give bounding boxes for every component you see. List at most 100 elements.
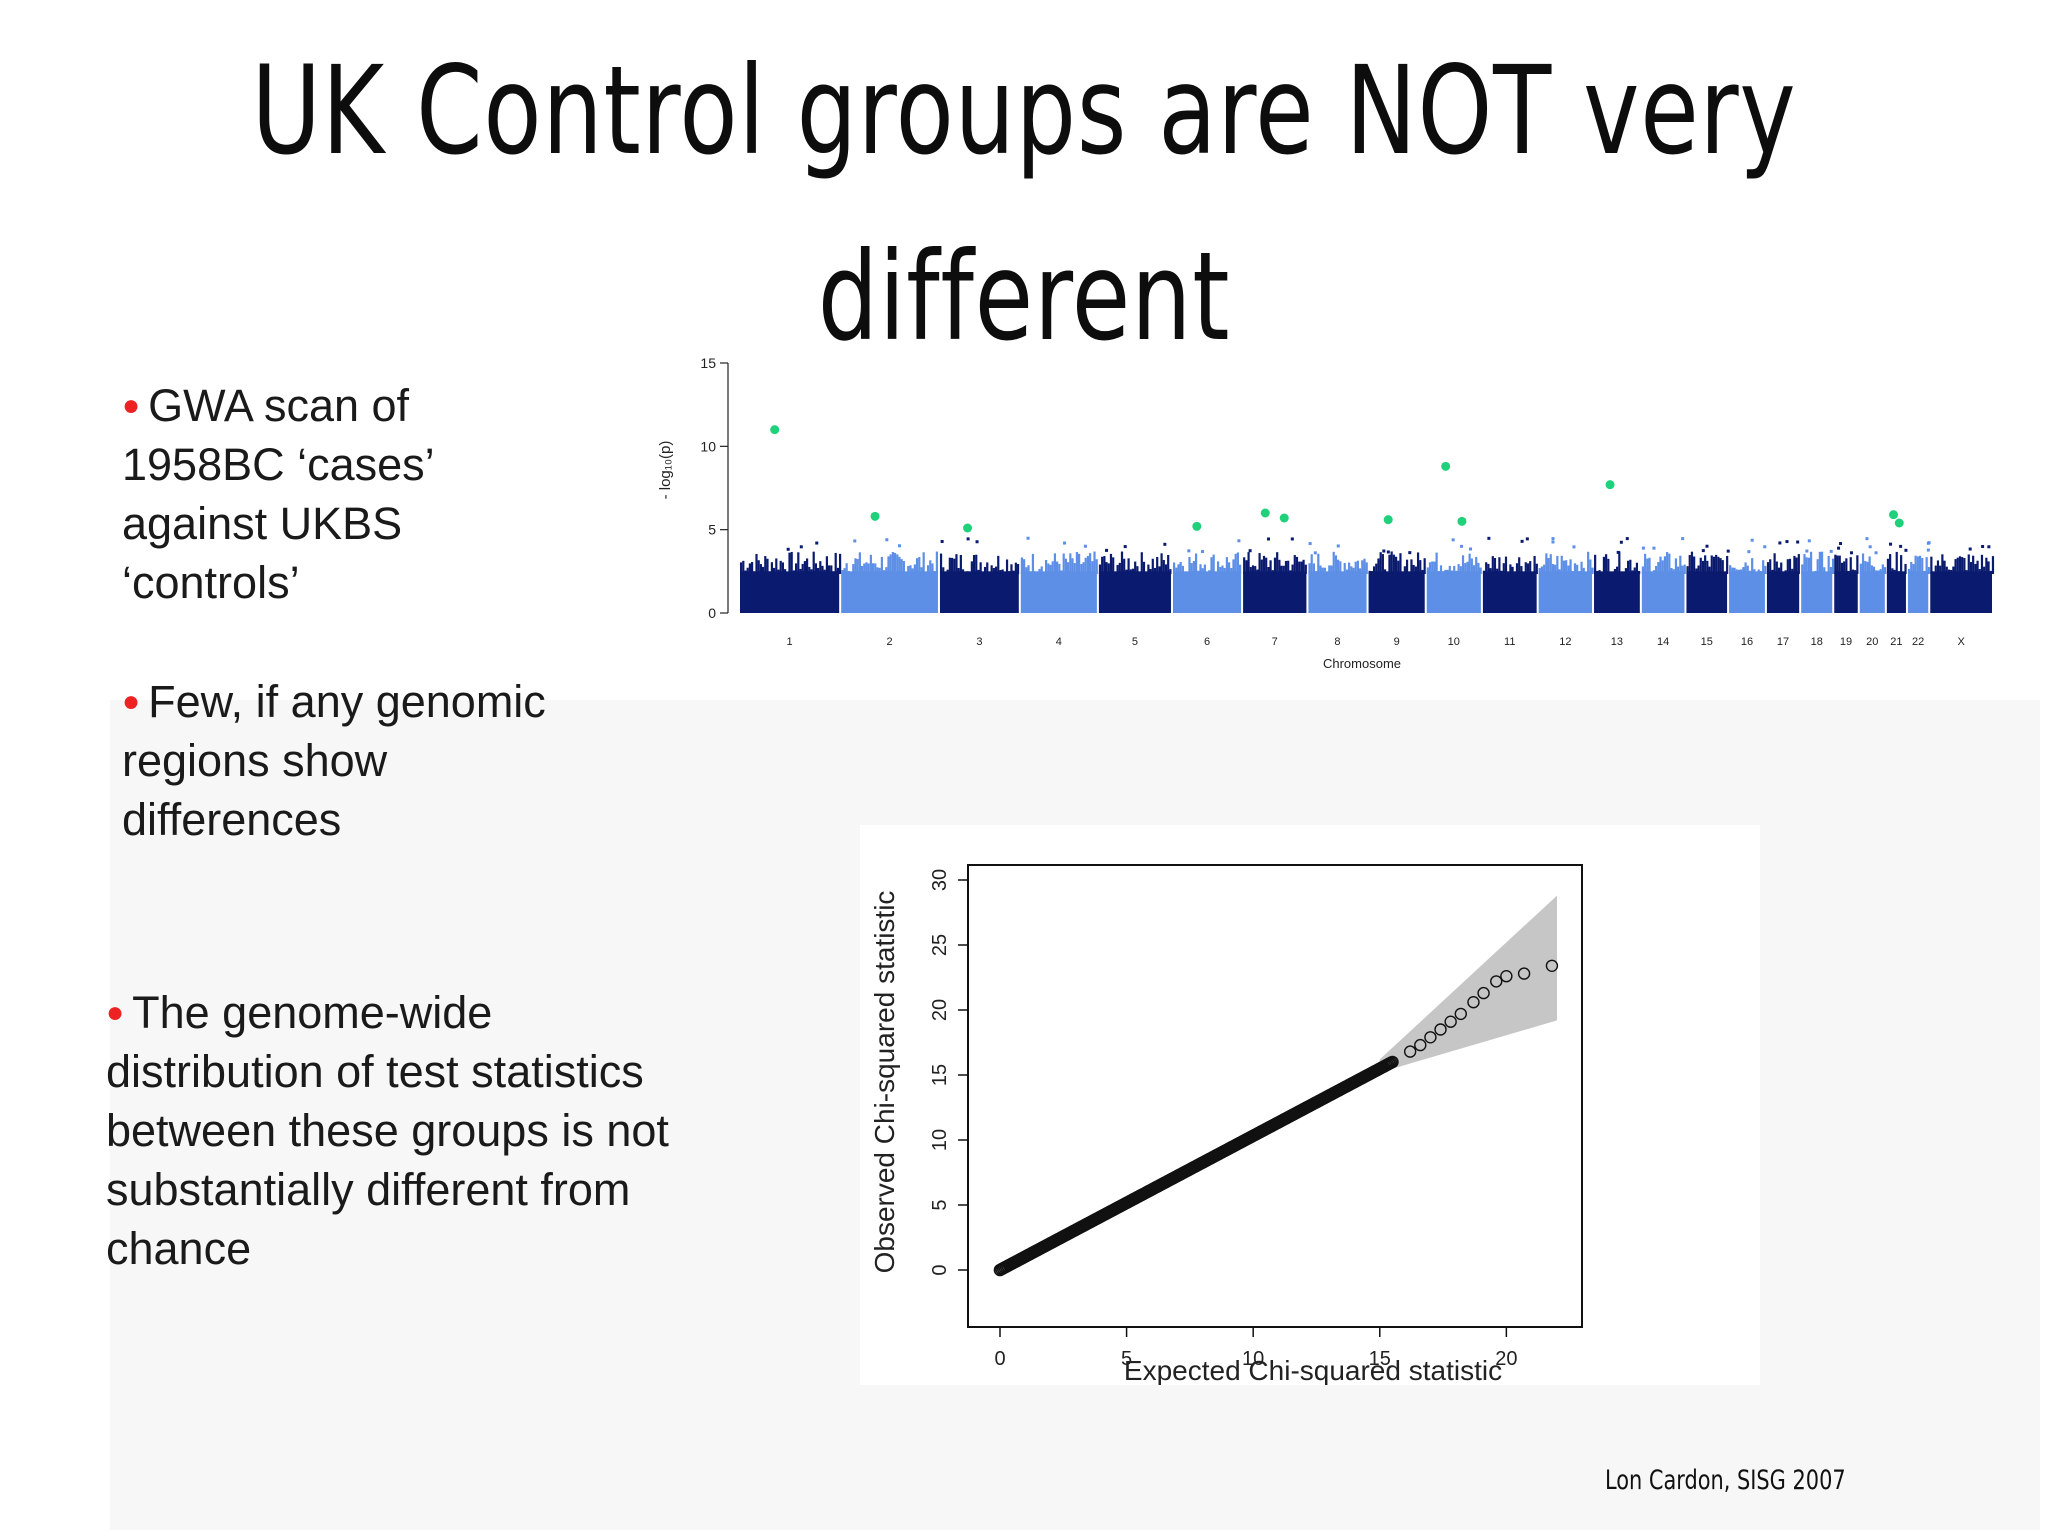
manhattan-spike (1788, 558, 1792, 574)
manhattan-spike (887, 556, 890, 574)
manhattan-spike (1655, 565, 1658, 574)
manhattan-spike (1605, 554, 1608, 574)
manhattan-spike (1504, 556, 1508, 574)
manhattan-spike (1845, 558, 1848, 574)
manhattan-chromosome-22 (1907, 541, 1931, 613)
manhattan-spike (821, 565, 824, 574)
manhattan-block (1098, 571, 1171, 613)
manhattan-spike (854, 558, 857, 574)
manhattan-spike (1868, 556, 1871, 574)
manhattan-spike (1633, 567, 1636, 574)
manhattan-spike (1289, 570, 1292, 574)
qq-point (1386, 1055, 1399, 1069)
manhattan-chromosome-label: 12 (1559, 636, 1571, 648)
manhattan-spike (1976, 560, 1979, 574)
manhattan-spike (834, 552, 837, 574)
manhattan-significant-point (1441, 461, 1451, 471)
manhattan-spike (1769, 559, 1772, 574)
manhattan-spike (1107, 563, 1110, 574)
manhattan-spike (1356, 560, 1360, 574)
manhattan-spike (1118, 562, 1121, 574)
manhattan-spike (1470, 558, 1473, 574)
manhattan-spike (1753, 569, 1756, 574)
manhattan-chromosome-18 (1801, 539, 1835, 613)
manhattan-spike (1762, 560, 1765, 574)
manhattan-spike (1969, 562, 1973, 574)
manhattan-spike (1895, 551, 1898, 574)
manhattan-spike (1827, 555, 1830, 574)
manhattan-spike (781, 562, 784, 574)
manhattan-block (1729, 571, 1765, 613)
manhattan-spike (1062, 553, 1065, 574)
manhattan-spike (1397, 560, 1400, 574)
manhattan-point (1313, 551, 1317, 555)
manhattan-chromosome-5 (1098, 542, 1172, 613)
manhattan-spike (1638, 570, 1641, 574)
manhattan-spike (1464, 563, 1467, 574)
manhattan-spike (1883, 567, 1887, 574)
manhattan-spike (1657, 562, 1660, 574)
manhattan-spike (1735, 569, 1738, 574)
manhattan-spike (1870, 565, 1873, 574)
manhattan-spike (1524, 562, 1527, 574)
manhattan-spike (1379, 552, 1382, 574)
manhattan-spike (1932, 572, 1935, 574)
manhattan-spike (759, 564, 762, 574)
manhattan-spike (1695, 568, 1698, 574)
manhattan-spike (1930, 556, 1933, 574)
manhattan-spike (1098, 564, 1102, 574)
manhattan-spike (1777, 567, 1781, 574)
manhattan-spike (1587, 551, 1590, 574)
manhattan-spike (823, 569, 826, 574)
manhattan-spike (1216, 561, 1220, 574)
manhattan-chromosome-20 (1859, 537, 1887, 613)
manhattan-point (1796, 540, 1800, 544)
manhattan-point (1451, 538, 1455, 542)
manhattan-spike (1153, 567, 1157, 574)
manhattan-spike (1386, 572, 1389, 574)
qq-y-label: Observed Chi-squared statistic (869, 891, 900, 1274)
manhattan-chromosome-9 (1368, 549, 1426, 613)
manhattan-spike (825, 556, 828, 574)
manhattan-spike (1677, 566, 1680, 574)
manhattan-spike (1742, 567, 1745, 574)
manhattan-spike (1199, 564, 1202, 574)
manhattan-spike (1071, 558, 1074, 574)
manhattan-spike (1208, 570, 1211, 574)
manhattan-spike (1433, 561, 1436, 574)
manhattan-spike (1448, 565, 1451, 574)
manhattan-spike (1010, 564, 1013, 574)
manhattan-point (1868, 545, 1872, 549)
manhattan-spike (1641, 566, 1645, 574)
manhattan-spike (1889, 554, 1892, 574)
manhattan-spike (1262, 555, 1266, 574)
qq-y-tick-label: 20 (929, 999, 951, 1021)
manhattan-spike (1186, 571, 1189, 574)
manhattan-spike (1784, 570, 1787, 574)
manhattan-spike (1162, 560, 1165, 574)
manhattan-spike (1078, 553, 1081, 574)
manhattan-spike (1782, 571, 1785, 574)
manhattan-spike (1904, 563, 1907, 574)
manhattan-point (1267, 537, 1271, 541)
manhattan-spike (1755, 571, 1758, 574)
manhattan-spike (1016, 564, 1020, 574)
manhattan-spike (1950, 569, 1953, 574)
manhattan-spike (1103, 556, 1106, 574)
manhattan-spike (874, 563, 877, 574)
manhattan-spike (775, 558, 778, 574)
manhattan-y-tick-label: 5 (708, 522, 716, 538)
manhattan-spike (1989, 570, 1992, 574)
manhattan-spike (1748, 570, 1752, 574)
manhattan-spike (788, 552, 791, 574)
manhattan-spike (1444, 569, 1447, 574)
manhattan-spike (983, 566, 987, 574)
manhattan-spike (1902, 571, 1905, 574)
manhattan-point (1201, 550, 1205, 554)
manhattan-spike (1554, 564, 1557, 574)
manhattan-block (1020, 571, 1097, 613)
manhattan-block (841, 571, 938, 613)
manhattan-spike (1414, 566, 1417, 574)
manhattan-spike (1531, 572, 1534, 574)
manhattan-spike (1793, 555, 1796, 574)
